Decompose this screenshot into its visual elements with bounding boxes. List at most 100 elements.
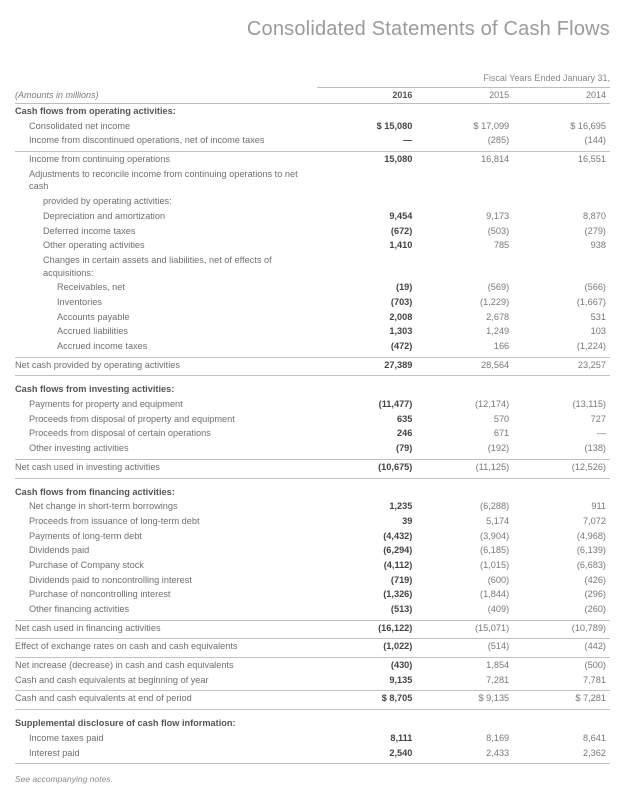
row-value: (144)	[513, 133, 610, 148]
row-value: 1,410	[320, 238, 417, 253]
row-value: 8,870	[513, 209, 610, 224]
fiscal-years-header-wrap: Fiscal Years Ended January 31,	[317, 73, 610, 88]
row-value: $ 15,080	[320, 119, 417, 134]
row-value: (13,115)	[513, 397, 610, 412]
row-value	[513, 382, 610, 397]
row-value: (11,477)	[320, 397, 417, 412]
row-value: (1,224)	[513, 339, 610, 354]
row-value: 2,540	[320, 746, 417, 761]
row-value	[320, 167, 417, 194]
col-year-1: 2016	[320, 90, 417, 104]
row-label: Depreciation and amortization	[15, 209, 320, 224]
row-label: Effect of exchange rates on cash and cas…	[15, 639, 320, 654]
table-row: Other financing activities(513)(409)(260…	[15, 602, 610, 617]
row-value	[513, 716, 610, 731]
row-label: Other financing activities	[15, 602, 320, 617]
row-value: 27,389	[320, 358, 417, 373]
cash-flow-statement: Consolidated Statements of Cash Flows Fi…	[0, 0, 625, 798]
table-row: Proceeds from disposal of certain operat…	[15, 426, 610, 441]
row-label: Cash and cash equivalents at end of peri…	[15, 691, 320, 706]
row-value: (514)	[416, 639, 513, 654]
table-row: Accounts payable2,0082,678531	[15, 310, 610, 325]
table-row: Changes in certain assets and liabilitie…	[15, 253, 610, 280]
row-value: (4,968)	[513, 529, 610, 544]
row-value: 9,135	[320, 673, 417, 688]
row-label: Other investing activities	[15, 441, 320, 456]
row-value: $ 17,099	[416, 119, 513, 134]
row-label: Cash flows from investing activities:	[15, 382, 320, 397]
table-row: provided by operating activities:	[15, 194, 610, 209]
row-value: 8,641	[513, 731, 610, 746]
row-value: (1,844)	[416, 587, 513, 602]
table-row: Cash flows from operating activities:	[15, 104, 610, 119]
row-label: Purchase of Company stock	[15, 558, 320, 573]
table-row: Consolidated net income$ 15,080$ 17,099$…	[15, 119, 610, 134]
row-value: (500)	[513, 658, 610, 673]
table-row: Net cash provided by operating activitie…	[15, 358, 610, 373]
row-value: 166	[416, 339, 513, 354]
row-value: (10,789)	[513, 621, 610, 636]
row-label: Cash flows from financing activities:	[15, 485, 320, 500]
row-value: (4,112)	[320, 558, 417, 573]
row-value: (15,071)	[416, 621, 513, 636]
row-value: 8,111	[320, 731, 417, 746]
row-value: (430)	[320, 658, 417, 673]
row-value: (600)	[416, 573, 513, 588]
row-value: (442)	[513, 639, 610, 654]
row-label: Dividends paid to noncontrolling interes…	[15, 573, 320, 588]
row-value: $ 16,695	[513, 119, 610, 134]
row-value: (703)	[320, 295, 417, 310]
row-value: 785	[416, 238, 513, 253]
table-row: Purchase of Company stock(4,112)(1,015)(…	[15, 558, 610, 573]
row-value: 1,854	[416, 658, 513, 673]
row-value: 15,080	[320, 152, 417, 167]
table-row: Cash flows from investing activities:	[15, 382, 610, 397]
row-value: 1,303	[320, 324, 417, 339]
row-value	[513, 485, 610, 500]
row-value	[513, 167, 610, 194]
row-label: Proceeds from issuance of long-term debt	[15, 514, 320, 529]
row-label: Interest paid	[15, 746, 320, 761]
table-row: Payments for property and equipment(11,4…	[15, 397, 610, 412]
table-row: Interest paid2,5402,4332,362	[15, 746, 610, 761]
row-value: (1,229)	[416, 295, 513, 310]
row-value	[320, 104, 417, 119]
row-label: Net increase (decrease) in cash and cash…	[15, 658, 320, 673]
row-value: (513)	[320, 602, 417, 617]
row-value: 570	[416, 412, 513, 427]
row-value: (16,122)	[320, 621, 417, 636]
table-row: Depreciation and amortization9,4549,1738…	[15, 209, 610, 224]
row-label: Proceeds from disposal of certain operat…	[15, 426, 320, 441]
row-value: (1,667)	[513, 295, 610, 310]
row-label: Income taxes paid	[15, 731, 320, 746]
col-year-3: 2014	[513, 90, 610, 104]
row-label: Income from discontinued operations, net…	[15, 133, 320, 148]
row-label: Payments of long-term debt	[15, 529, 320, 544]
row-label: Cash and cash equivalents at beginning o…	[15, 673, 320, 688]
row-value: 2,008	[320, 310, 417, 325]
row-value: (12,174)	[416, 397, 513, 412]
row-value: (12,526)	[513, 460, 610, 475]
row-value: (138)	[513, 441, 610, 456]
row-value: 671	[416, 426, 513, 441]
table-row: Payments of long-term debt(4,432)(3,904)…	[15, 529, 610, 544]
table-row: Effect of exchange rates on cash and cas…	[15, 639, 610, 654]
row-value	[416, 716, 513, 731]
table-row: Proceeds from issuance of long-term debt…	[15, 514, 610, 529]
row-value: 5,174	[416, 514, 513, 529]
table-row: Income from discontinued operations, net…	[15, 133, 610, 148]
cash-flow-table: (Amounts in millions) 2016 2015 2014 Cas…	[15, 90, 610, 764]
row-value: (296)	[513, 587, 610, 602]
row-value: $ 9,135	[416, 691, 513, 706]
row-value: (6,288)	[416, 499, 513, 514]
row-value: (1,326)	[320, 587, 417, 602]
row-value: 246	[320, 426, 417, 441]
table-row: Accrued income taxes(472)166(1,224)	[15, 339, 610, 354]
table-row: Adjustments to reconcile income from con…	[15, 167, 610, 194]
row-value: (11,125)	[416, 460, 513, 475]
row-value: 16,551	[513, 152, 610, 167]
row-value: 7,281	[416, 673, 513, 688]
row-value: 911	[513, 499, 610, 514]
table-row: Cash flows from financing activities:	[15, 485, 610, 500]
row-value: 7,781	[513, 673, 610, 688]
